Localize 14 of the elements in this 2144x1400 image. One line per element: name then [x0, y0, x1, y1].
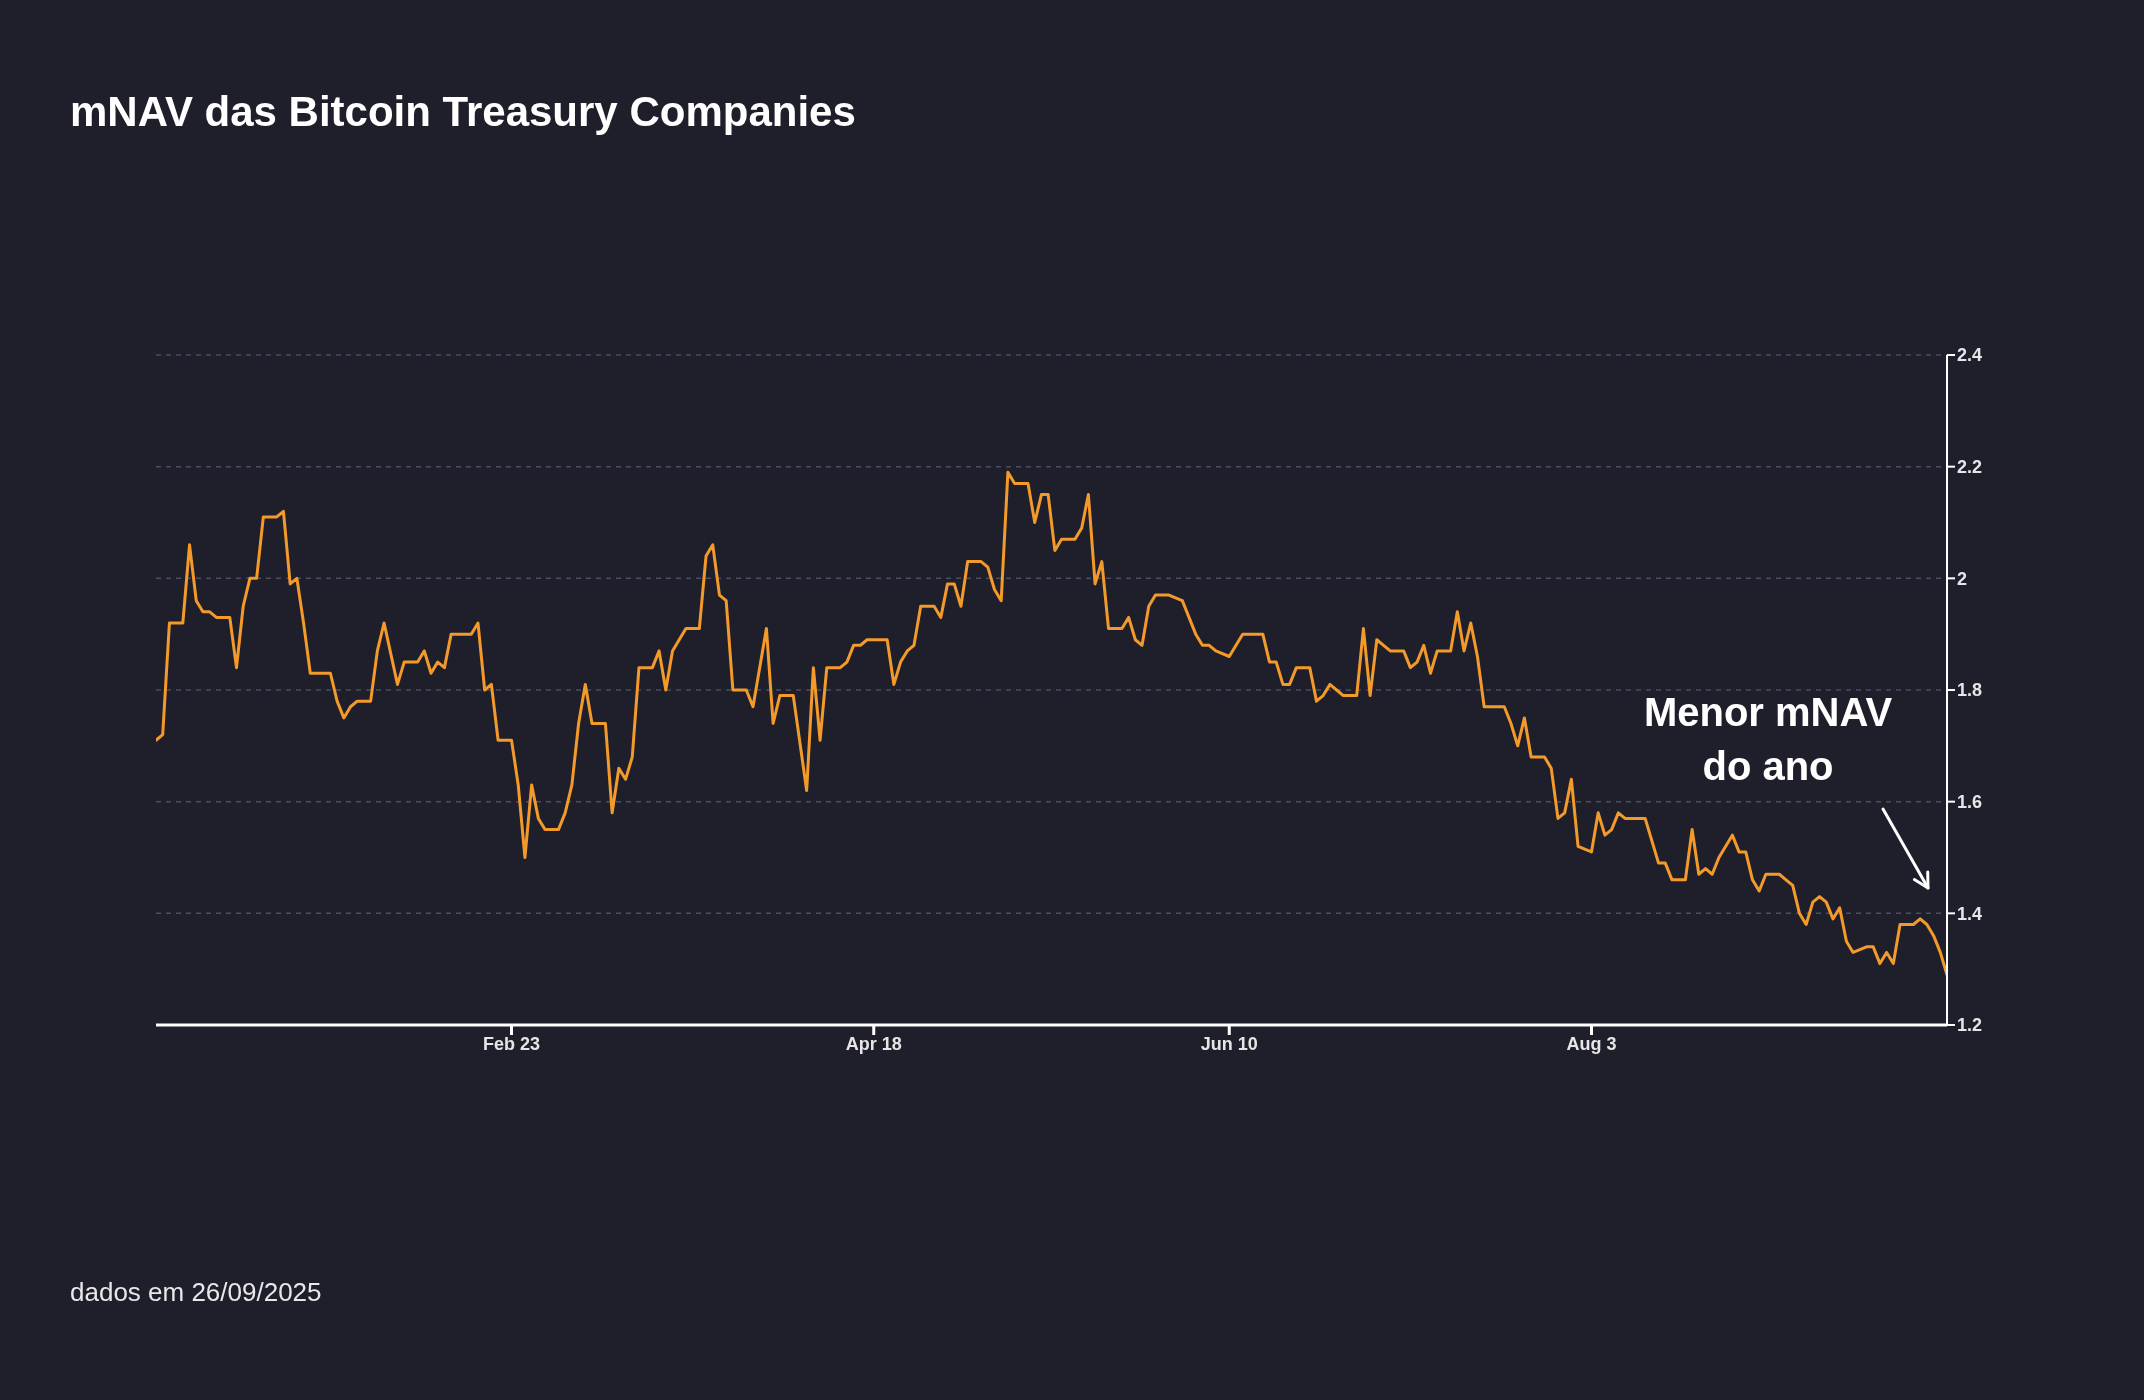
y-tick-label: 1.2	[1957, 1015, 1983, 1036]
x-tick-label: Jun 10	[1200, 1033, 1258, 1054]
annotation: Menor mNAV do ano	[1643, 690, 1893, 788]
y-tick-label: 2.2	[1957, 457, 1983, 478]
y-tick-label: 1.8	[1957, 680, 1983, 701]
y-tick-label: 1.4	[1957, 903, 1983, 924]
x-tick-label: Feb 23	[483, 1033, 541, 1054]
x-tick-label: Aug 3	[1566, 1033, 1617, 1054]
text: dados em 26/09/2025	[70, 1277, 322, 1308]
y-tick-label: 2	[1957, 568, 1968, 589]
chart-title: mNAV das Bitcoin Treasury Companies	[70, 87, 856, 137]
y-tick-label: 2.4	[1957, 345, 1983, 366]
y-tick-label: 1.6	[1957, 792, 1983, 813]
x-tick-label: Apr 18	[845, 1033, 902, 1054]
